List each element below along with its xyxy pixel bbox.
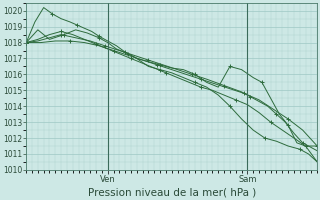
X-axis label: Pression niveau de la mer( hPa ): Pression niveau de la mer( hPa ) bbox=[88, 187, 256, 197]
